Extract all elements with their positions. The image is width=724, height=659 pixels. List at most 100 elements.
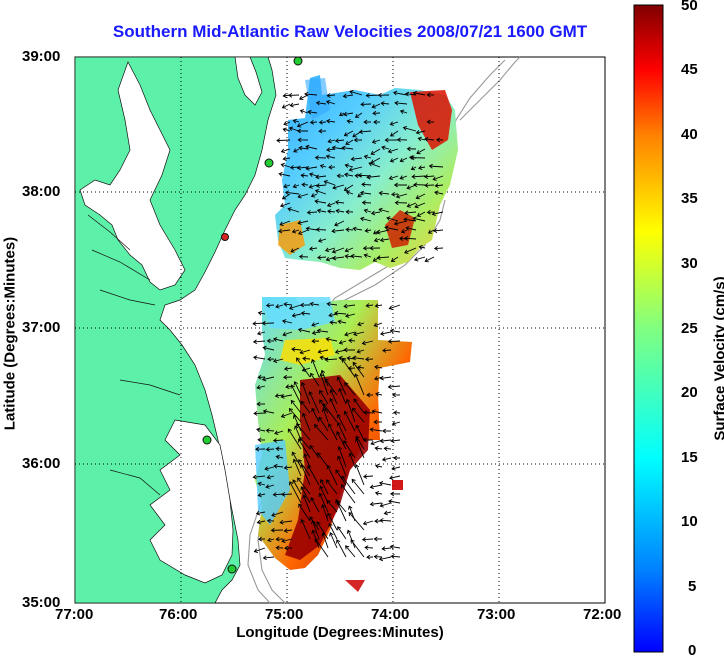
velocity-arrow [394, 100, 408, 106]
velocity-arrow [297, 477, 311, 495]
velocity-arrow [334, 138, 345, 144]
velocity-arrow [351, 407, 365, 423]
velocity-arrow [304, 91, 318, 97]
velocity-arrow [315, 227, 327, 232]
velocity-arrow [257, 492, 266, 498]
velocity-arrow [272, 358, 284, 364]
velocity-arrow [252, 339, 266, 345]
velocity-arrow [363, 208, 372, 214]
velocity-arrow [257, 374, 266, 380]
velocity-arrow [309, 516, 320, 531]
velocity-arrow [296, 423, 311, 441]
velocity-arrow [261, 376, 275, 382]
velocity-arrow [349, 89, 363, 96]
station-marker [293, 56, 303, 66]
velocity-arrow [270, 527, 284, 533]
station-marker [264, 158, 274, 168]
velocity-arrow [274, 393, 284, 399]
velocity-arrow [308, 184, 318, 189]
velocity-arrow [344, 253, 354, 259]
velocity-arrow [317, 452, 329, 468]
velocity-arrow [390, 554, 401, 559]
velocity-arrow [296, 357, 311, 378]
velocity-arrow [301, 182, 309, 188]
velocity-arrow [387, 384, 401, 390]
velocity-arrow [309, 172, 318, 177]
velocity-arrow [313, 424, 329, 441]
velocity-arrow [296, 121, 309, 128]
y-axis-label: Latitude (Degrees:Minutes) [1, 236, 19, 431]
velocity-arrow [343, 184, 354, 191]
velocity-arrow [318, 492, 329, 513]
velocity-arrow [329, 397, 338, 414]
velocity-arrow [300, 486, 311, 504]
velocity-arrow [379, 438, 392, 444]
velocity-arrow [433, 246, 444, 251]
velocity-arrow [368, 161, 381, 168]
velocity-arrow [256, 384, 266, 390]
radar-stations [202, 56, 303, 574]
y-tick-label: 36:00 [22, 455, 61, 472]
velocity-arrow [322, 403, 338, 423]
velocity-arrow [271, 511, 284, 518]
velocity-arrow [360, 216, 372, 222]
velocity-arrow [326, 202, 336, 208]
velocity-arrow [302, 494, 311, 513]
velocity-arrow [321, 532, 329, 549]
velocity-arrow [327, 512, 338, 531]
velocity-arrow [324, 357, 338, 363]
velocity-arrow [371, 409, 383, 414]
velocity-arrow [281, 492, 293, 497]
velocity-arrow [257, 437, 266, 443]
velocity-arrow [283, 121, 291, 126]
velocity-arrow [354, 464, 365, 486]
velocity-arrow [388, 175, 399, 181]
velocity-arrow [300, 400, 311, 414]
velocity-arrow [424, 256, 435, 263]
velocity-arrow [350, 156, 363, 162]
velocity-arrow [426, 119, 435, 125]
y-tick-label: 35:00 [22, 594, 61, 611]
velocity-arrow [406, 184, 417, 190]
velocity-arrow [328, 522, 338, 540]
velocity-arrow [431, 211, 444, 217]
velocity-arrow [426, 209, 435, 215]
velocity-arrow [298, 254, 309, 260]
velocity-arrow [358, 129, 372, 135]
velocity-arrow [334, 310, 347, 316]
velocity-arrow [311, 338, 320, 344]
station-marker [227, 564, 237, 574]
velocity-arrow [344, 247, 354, 253]
velocity-arrow [361, 340, 374, 346]
velocity-arrow [337, 319, 347, 325]
velocity-arrow [366, 174, 381, 180]
velocity-arrow [354, 373, 365, 396]
velocity-arrow [389, 157, 399, 163]
velocity-arrow [291, 313, 302, 318]
velocity-arrow [337, 446, 347, 468]
velocity-arrow [319, 373, 329, 396]
velocity-arrow [336, 431, 347, 450]
velocity-arrow [375, 391, 383, 397]
velocity-arrow [287, 207, 300, 213]
velocity-arrow [350, 539, 365, 558]
map-title: Southern Mid-Atlantic Raw Velocities 200… [112, 22, 588, 41]
velocity-arrow [309, 119, 318, 125]
velocity-arrow [287, 428, 302, 450]
velocity-arrow [283, 183, 291, 189]
velocity-arrow [314, 189, 327, 195]
velocity-arrow [381, 546, 392, 551]
velocity-arrow [328, 164, 336, 170]
velocity-arrow [411, 174, 426, 179]
velocity-arrow [381, 145, 390, 151]
velocity-arrow [366, 392, 374, 398]
velocity-arrow [362, 437, 374, 443]
velocity-arrow [343, 410, 356, 432]
velocity-arrow [317, 238, 327, 243]
velocity-arrow [387, 148, 399, 154]
velocity-arrow [282, 319, 293, 324]
velocity-arrow [274, 430, 284, 435]
x-tick-label: 72:00 [583, 606, 622, 623]
velocity-arrow [357, 321, 365, 327]
velocity-arrow [329, 320, 338, 325]
